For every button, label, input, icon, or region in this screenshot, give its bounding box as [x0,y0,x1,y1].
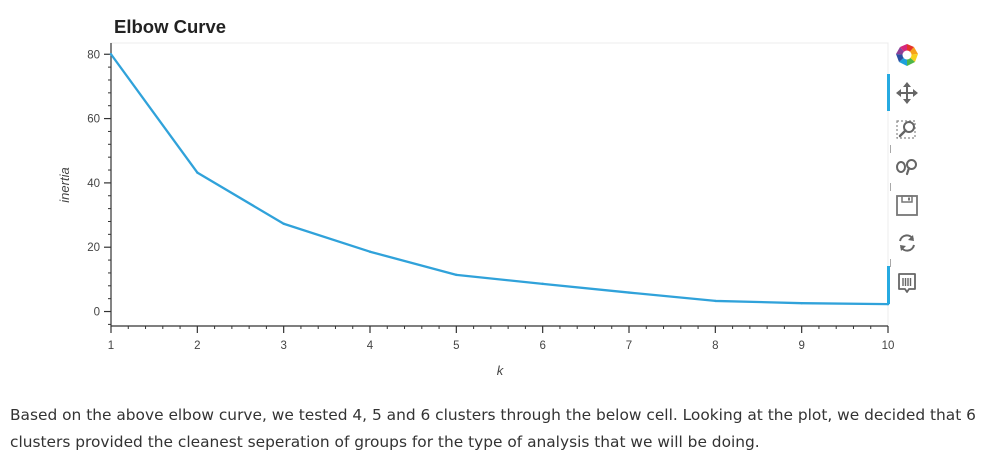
data-point [196,171,199,174]
pan-active-indicator [887,74,890,111]
x-tick-label: 9 [798,340,804,352]
x-tick-label: 7 [626,340,632,352]
data-point [368,250,372,253]
chart-canvas: Elbow Curve 0 20 40 60 80 1 2 3 4 5 6 7 8 9 10 k iner… [57,16,895,378]
x-tick-label: 3 [280,340,286,352]
y-tick-label: 40 [87,178,100,190]
series-inertia [109,53,890,306]
plot-frame [110,42,889,327]
x-tick-label: 2 [194,340,200,352]
reset-icon[interactable] [894,230,920,256]
x-axis-label: k [497,363,505,378]
box-zoom-icon[interactable] [894,116,920,142]
x-tick-label: 4 [367,340,374,352]
save-icon[interactable] [894,192,920,218]
x-tick-label: 1 [108,340,114,352]
wheel-zoom-icon[interactable] [894,154,920,180]
hover-icon[interactable] [894,270,920,296]
series-line [109,53,890,306]
chart-toolbar [886,40,926,304]
hover-active-indicator [887,266,890,304]
y-axis-label: inertia [57,167,72,202]
bokeh-logo-icon[interactable] [894,42,920,68]
data-point [714,299,717,303]
data-point [455,273,458,277]
x-tick-label: 6 [539,340,545,352]
analysis-paragraph: Based on the above elbow curve, we teste… [10,406,976,451]
pan-icon[interactable] [894,80,920,106]
y-tick-label: 60 [87,114,100,126]
toolbar-separator [890,183,891,191]
x-axis: 1 2 3 4 5 6 7 8 9 10 [108,325,895,352]
chart-title: Elbow Curve [114,16,226,37]
y-tick-label: 80 [87,49,100,61]
y-tick-label: 20 [87,242,100,254]
data-point [282,222,285,225]
data-point [627,291,631,294]
y-axis: 0 20 40 60 80 [87,43,112,326]
x-tick-label: 8 [712,340,718,352]
y-tick-label: 0 [94,307,100,319]
toolbar-separator [890,259,891,267]
data-point [800,301,803,305]
x-tick-label: 10 [882,340,895,352]
x-tick-label: 5 [453,340,459,352]
data-point [541,282,544,286]
elbow-curve-chart: Elbow Curve 0 20 40 60 80 1 2 3 4 5 6 7 8 9 10 k iner… [57,16,926,378]
toolbar-separator [890,145,891,153]
data-point [109,53,113,56]
